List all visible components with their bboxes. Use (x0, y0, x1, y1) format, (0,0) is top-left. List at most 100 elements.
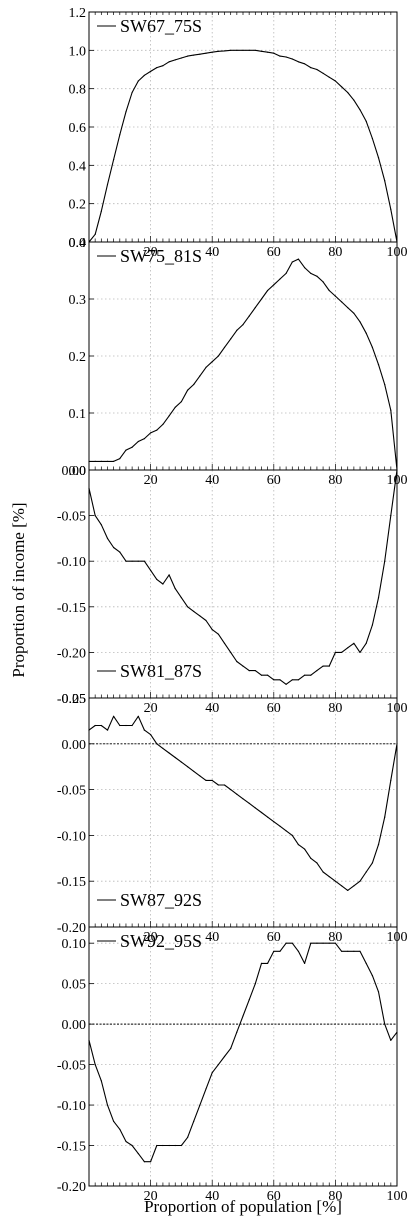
data-point (162, 1144, 164, 1147)
data-point (390, 409, 392, 411)
data-point (150, 569, 152, 571)
y-tick-label: 0.4 (69, 236, 87, 251)
data-point (353, 950, 355, 952)
data-point (260, 962, 263, 965)
data-point (347, 950, 349, 952)
data-point (267, 816, 269, 818)
data-point (347, 307, 349, 309)
data-point (322, 72, 324, 74)
data-point (359, 321, 361, 323)
data-point (279, 679, 281, 681)
data-point (328, 876, 330, 878)
data-point (341, 301, 343, 303)
data-point (94, 460, 96, 462)
data-point (371, 862, 373, 864)
series-line (88, 942, 398, 1163)
data-point (180, 401, 182, 403)
y-tick-label: -0.20 (57, 1180, 86, 1195)
data-point (310, 942, 312, 944)
data-point (267, 289, 269, 292)
data-point (341, 86, 343, 88)
data-point (267, 51, 269, 53)
legend-label: SW81_87S (120, 661, 202, 681)
data-point (211, 1072, 213, 1074)
y-tick-label: 0.05 (62, 978, 87, 993)
data-point (297, 844, 299, 846)
data-point (223, 1055, 226, 1058)
data-point (273, 679, 275, 681)
legend-label: SW75_81S (120, 246, 202, 266)
data-point (242, 665, 244, 667)
data-point (174, 406, 176, 408)
data-point (384, 383, 386, 386)
data-point (310, 857, 312, 859)
data-point (174, 1144, 176, 1147)
x-tick-label: 40 (205, 701, 219, 716)
x-tick-label: 80 (328, 930, 342, 945)
data-point (236, 1031, 238, 1033)
data-point (254, 670, 256, 672)
data-point (156, 578, 158, 581)
y-tick-label: -0.25 (57, 692, 86, 707)
data-point (285, 830, 287, 832)
data-point (174, 756, 176, 759)
data-point (187, 1136, 189, 1138)
data-point (285, 56, 287, 58)
data-point (137, 715, 139, 717)
data-point (137, 1153, 139, 1155)
y-tick-label: 0.00 (62, 1018, 87, 1033)
data-point (365, 642, 367, 644)
data-point (168, 1144, 170, 1147)
data-point (273, 950, 275, 952)
x-tick-label: 40 (205, 930, 219, 945)
data-point (131, 91, 133, 94)
data-point (100, 724, 102, 727)
y-tick-label: 0.2 (69, 350, 87, 365)
x-tick-label: 100 (387, 1189, 408, 1204)
data-point (359, 880, 361, 882)
legend-label: SW92_95S (120, 931, 202, 951)
data-point (217, 633, 219, 635)
data-point (162, 583, 164, 585)
data-point (236, 49, 238, 51)
data-point (143, 1161, 145, 1163)
y-tick-label: 0.05 (62, 692, 87, 707)
x-tick-label: 80 (328, 1189, 342, 1204)
data-point (119, 1128, 121, 1130)
x-tick-label: 80 (328, 245, 342, 260)
data-point (156, 743, 158, 745)
data-point (180, 1144, 182, 1147)
data-point (199, 375, 201, 377)
data-point (254, 807, 256, 809)
data-point (273, 821, 275, 823)
data-point (230, 789, 232, 791)
data-point (156, 1144, 158, 1147)
panel-frame (88, 926, 398, 1187)
data-point (236, 329, 238, 331)
data-point (217, 355, 219, 357)
y-tick-label: 0.4 (69, 159, 87, 174)
data-point (211, 361, 213, 363)
x-tick-label: 20 (144, 701, 158, 716)
data-point (150, 1161, 152, 1163)
data-point (328, 942, 330, 944)
x-tick-label: 40 (205, 473, 219, 488)
data-point (223, 346, 226, 348)
data-point (297, 258, 299, 260)
data-point (279, 950, 281, 952)
data-point (125, 449, 127, 451)
data-point (106, 537, 109, 540)
data-point (267, 674, 269, 676)
x-tick-label: 60 (267, 245, 281, 260)
y-tick-label: 0.3 (69, 293, 87, 308)
data-point (377, 597, 380, 599)
data-point (260, 811, 263, 814)
legend-label: SW87_92S (120, 890, 202, 910)
y-tick-label: -0.05 (57, 784, 86, 799)
data-point (242, 798, 244, 800)
data-point (230, 1047, 232, 1049)
data-point (94, 515, 96, 517)
